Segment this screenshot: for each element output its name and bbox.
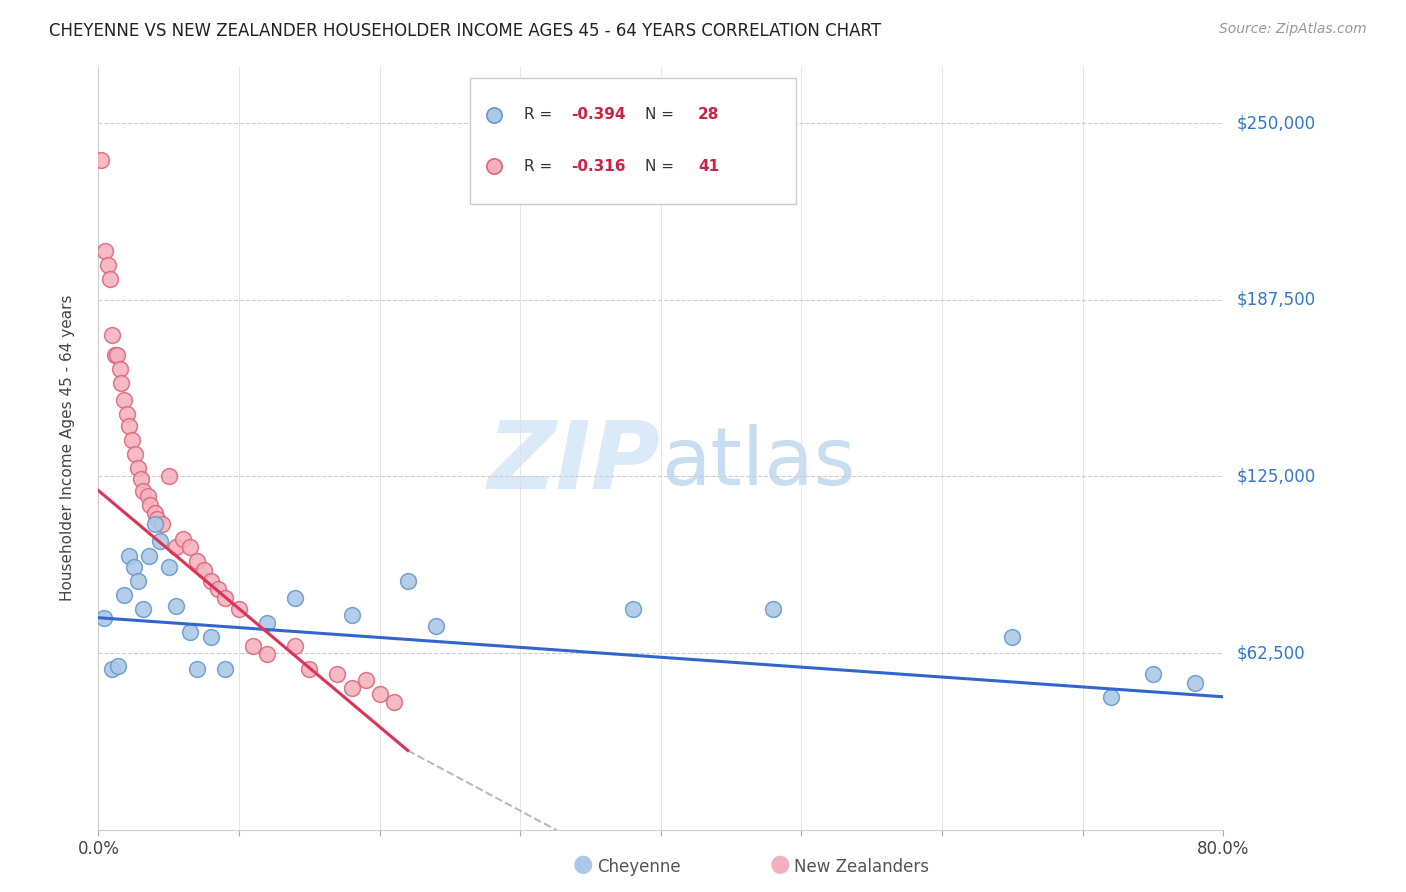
Point xyxy=(136,489,159,503)
Point xyxy=(200,574,222,588)
Point xyxy=(150,517,173,532)
Point xyxy=(118,549,141,563)
Point xyxy=(242,639,264,653)
Point xyxy=(354,673,377,687)
Point xyxy=(200,631,222,645)
Text: -0.316: -0.316 xyxy=(571,159,626,174)
Point xyxy=(110,376,132,391)
Point xyxy=(207,582,229,597)
Point xyxy=(105,348,128,362)
Point xyxy=(1184,675,1206,690)
Point xyxy=(118,418,141,433)
Y-axis label: Householder Income Ages 45 - 64 years: Householder Income Ages 45 - 64 years xyxy=(60,295,75,601)
Point xyxy=(157,560,180,574)
Point xyxy=(193,563,215,577)
Point xyxy=(179,624,201,639)
Point xyxy=(124,447,146,461)
Text: R =: R = xyxy=(523,159,557,174)
Point xyxy=(139,498,162,512)
Text: ZIP: ZIP xyxy=(488,417,661,509)
Point xyxy=(172,532,194,546)
Point xyxy=(228,602,250,616)
Point xyxy=(621,602,644,616)
Text: New Zealanders: New Zealanders xyxy=(794,858,929,876)
Point xyxy=(112,393,135,408)
Point xyxy=(101,328,124,343)
Point xyxy=(94,244,117,258)
Point xyxy=(368,687,391,701)
Point xyxy=(108,362,131,376)
Point xyxy=(132,602,155,616)
Point xyxy=(340,681,363,696)
Point xyxy=(1001,631,1024,645)
Point xyxy=(115,407,138,421)
Point xyxy=(340,607,363,622)
Point xyxy=(98,271,121,285)
Point xyxy=(127,461,149,475)
Point xyxy=(179,540,201,554)
Text: N =: N = xyxy=(645,159,679,174)
Point xyxy=(762,602,785,616)
Point xyxy=(132,483,155,498)
Point xyxy=(165,540,187,554)
Point xyxy=(138,549,160,563)
Point xyxy=(104,348,127,362)
FancyBboxPatch shape xyxy=(470,78,796,204)
Point xyxy=(121,433,143,447)
Point xyxy=(1099,690,1122,704)
Point xyxy=(157,469,180,483)
Text: ●: ● xyxy=(574,852,593,876)
Point xyxy=(165,599,187,614)
Point xyxy=(97,258,120,272)
Point xyxy=(146,512,169,526)
Text: $62,500: $62,500 xyxy=(1237,644,1306,662)
Point xyxy=(396,574,419,588)
Point xyxy=(256,648,278,662)
Point xyxy=(122,560,145,574)
Point xyxy=(149,534,172,549)
Point xyxy=(214,591,236,605)
Point xyxy=(382,695,405,709)
Point xyxy=(425,619,447,633)
Point xyxy=(93,610,115,624)
Point xyxy=(101,661,124,676)
Text: $250,000: $250,000 xyxy=(1237,114,1316,132)
Point xyxy=(186,661,208,676)
Text: -0.394: -0.394 xyxy=(571,107,626,122)
Text: 41: 41 xyxy=(697,159,718,174)
Point xyxy=(143,517,166,532)
Text: N =: N = xyxy=(645,107,679,122)
Text: $125,000: $125,000 xyxy=(1237,467,1316,485)
Point xyxy=(143,506,166,520)
Text: 28: 28 xyxy=(697,107,720,122)
Point xyxy=(326,667,349,681)
Point xyxy=(112,588,135,602)
Point xyxy=(90,153,112,167)
Text: atlas: atlas xyxy=(661,425,855,502)
Text: Source: ZipAtlas.com: Source: ZipAtlas.com xyxy=(1219,22,1367,37)
Point xyxy=(127,574,149,588)
Point xyxy=(298,661,321,676)
Text: ●: ● xyxy=(770,852,790,876)
Point xyxy=(129,472,152,486)
Text: $187,500: $187,500 xyxy=(1237,291,1316,309)
Point xyxy=(256,616,278,631)
Text: Cheyenne: Cheyenne xyxy=(598,858,681,876)
Point xyxy=(1142,667,1164,681)
Point xyxy=(214,661,236,676)
Point xyxy=(107,658,129,673)
Point xyxy=(284,591,307,605)
Point xyxy=(186,554,208,568)
Text: CHEYENNE VS NEW ZEALANDER HOUSEHOLDER INCOME AGES 45 - 64 YEARS CORRELATION CHAR: CHEYENNE VS NEW ZEALANDER HOUSEHOLDER IN… xyxy=(49,22,882,40)
Text: R =: R = xyxy=(523,107,557,122)
Point xyxy=(284,639,307,653)
